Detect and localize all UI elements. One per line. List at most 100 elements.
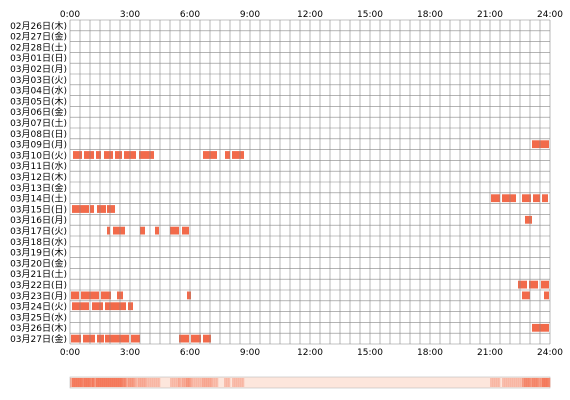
activity-span bbox=[97, 205, 106, 213]
summary-bin bbox=[526, 378, 529, 387]
summary-bin bbox=[236, 378, 239, 387]
summary-bin bbox=[496, 378, 499, 387]
summary-bin bbox=[104, 378, 107, 387]
row-label: 03月06日(金) bbox=[10, 106, 67, 118]
summary-bin bbox=[198, 378, 201, 387]
summary-bin bbox=[548, 378, 551, 387]
summary-bin bbox=[134, 378, 137, 387]
summary-bin bbox=[180, 378, 183, 387]
summary-bin bbox=[172, 378, 175, 387]
summary-bin bbox=[90, 378, 93, 387]
activity-span bbox=[179, 334, 189, 343]
summary-bin bbox=[126, 378, 129, 387]
activity-span bbox=[128, 302, 133, 311]
row-label: 03月03日(火) bbox=[10, 75, 67, 86]
row-label: 03月27日(金) bbox=[10, 333, 67, 345]
grid bbox=[69, 19, 551, 345]
summary-bin bbox=[86, 378, 89, 387]
summary-bin bbox=[520, 378, 523, 387]
summary-bin bbox=[538, 378, 541, 387]
row-label: 03月25日(水) bbox=[10, 311, 67, 323]
summary-bin bbox=[98, 378, 101, 387]
activity-span bbox=[532, 140, 549, 149]
row-label: 02月28日(土) bbox=[10, 41, 67, 53]
summary-bin bbox=[146, 378, 149, 387]
summary-bin bbox=[158, 378, 161, 387]
summary-bin bbox=[70, 378, 73, 387]
summary-bin bbox=[186, 378, 189, 387]
activity-span bbox=[105, 334, 129, 343]
summary-bin bbox=[210, 378, 213, 387]
row-label: 03月18日(水) bbox=[10, 236, 67, 248]
x-axis-top: 0:00 3:00 6:00 9:00 12:00 15:00 18:00 21:00 24:0… bbox=[60, 10, 563, 20]
x-tick-label: 3:00 bbox=[120, 348, 140, 358]
summary-strip bbox=[69, 376, 551, 389]
x-tick-label: 24:00 bbox=[537, 10, 563, 20]
summary-bin bbox=[524, 378, 527, 387]
activity-span bbox=[170, 226, 179, 235]
summary-bin bbox=[212, 378, 215, 387]
summary-bin bbox=[138, 378, 141, 387]
x-tick-label: 3:00 bbox=[120, 10, 140, 20]
row-label: 03月02日(月) bbox=[10, 64, 67, 75]
activity-span bbox=[532, 323, 549, 332]
activity-span bbox=[107, 205, 115, 213]
row-label: 03月12日(木) bbox=[10, 171, 67, 183]
summary-bin bbox=[540, 378, 543, 387]
summary-bin bbox=[76, 378, 79, 387]
activity-span bbox=[131, 334, 140, 343]
activity-span bbox=[155, 226, 159, 235]
summary-bin bbox=[182, 378, 185, 387]
activity-span bbox=[105, 302, 126, 311]
x-tick-label: 9:00 bbox=[240, 10, 260, 20]
summary-bin bbox=[504, 378, 507, 387]
activity-span bbox=[203, 334, 211, 343]
summary-bin bbox=[530, 378, 533, 387]
activity-span bbox=[140, 226, 145, 235]
summary-bin bbox=[178, 378, 181, 387]
summary-bin bbox=[502, 378, 505, 387]
summary-bin bbox=[102, 378, 105, 387]
summary-bin bbox=[498, 378, 501, 387]
summary-bin bbox=[194, 378, 197, 387]
row-label: 03月07日(土) bbox=[10, 117, 67, 129]
activity-span bbox=[191, 334, 201, 343]
summary-bin bbox=[544, 378, 547, 387]
summary-bin bbox=[490, 378, 493, 387]
row-label: 03月11日(水) bbox=[10, 160, 67, 172]
activity-span bbox=[97, 334, 104, 343]
activity-span bbox=[541, 280, 549, 289]
summary-bin bbox=[122, 378, 125, 387]
summary-bin bbox=[148, 378, 151, 387]
summary-bin bbox=[226, 378, 229, 387]
summary-bin bbox=[190, 378, 193, 387]
row-label: 03月23日(月) bbox=[10, 291, 67, 302]
summary-bin bbox=[128, 378, 131, 387]
activity-span bbox=[107, 226, 110, 235]
summary-bin bbox=[96, 378, 99, 387]
activity-span bbox=[101, 291, 111, 300]
summary-bin bbox=[508, 378, 511, 387]
activity-span bbox=[84, 151, 94, 159]
row-label: 03月24日(火) bbox=[10, 302, 67, 313]
summary-bin bbox=[92, 378, 95, 387]
x-tick-label: 18:00 bbox=[417, 348, 443, 358]
summary-bin bbox=[184, 378, 187, 387]
summary-bin bbox=[78, 378, 81, 387]
summary-bin bbox=[214, 378, 217, 387]
activity-span bbox=[113, 226, 125, 235]
x-tick-label: 24:00 bbox=[537, 348, 563, 358]
x-tick-label: 21:00 bbox=[477, 348, 503, 358]
activity-span bbox=[104, 151, 113, 159]
summary-bin bbox=[94, 378, 97, 387]
x-tick-label: 15:00 bbox=[357, 10, 383, 20]
summary-bin bbox=[82, 378, 85, 387]
x-tick-label: 21:00 bbox=[477, 10, 503, 20]
row-label: 03月10日(火) bbox=[10, 150, 67, 161]
row-label: 02月26日(木) bbox=[10, 20, 67, 32]
summary-bin bbox=[224, 378, 227, 387]
x-tick-label: 12:00 bbox=[297, 10, 323, 20]
activity-span bbox=[544, 291, 549, 300]
summary-bin bbox=[110, 378, 113, 387]
summary-bin bbox=[532, 378, 535, 387]
